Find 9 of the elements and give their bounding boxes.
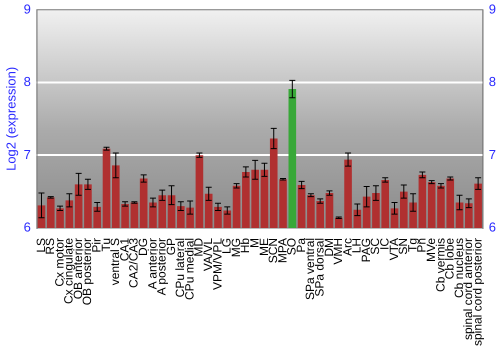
y-tick-label: 7 (24, 146, 31, 162)
y2-tick-label: 6 (488, 220, 496, 235)
y2-tick-label: 9 (488, 1, 496, 16)
y-tick-label: 8 (24, 74, 31, 90)
y2-tick-label: 8 (488, 74, 496, 90)
y-tick-label: 6 (24, 220, 31, 235)
y-axis-title: Log2 (expression) (3, 66, 18, 171)
y2-tick-label: 7 (488, 146, 496, 162)
y-tick-label: 9 (24, 1, 31, 16)
